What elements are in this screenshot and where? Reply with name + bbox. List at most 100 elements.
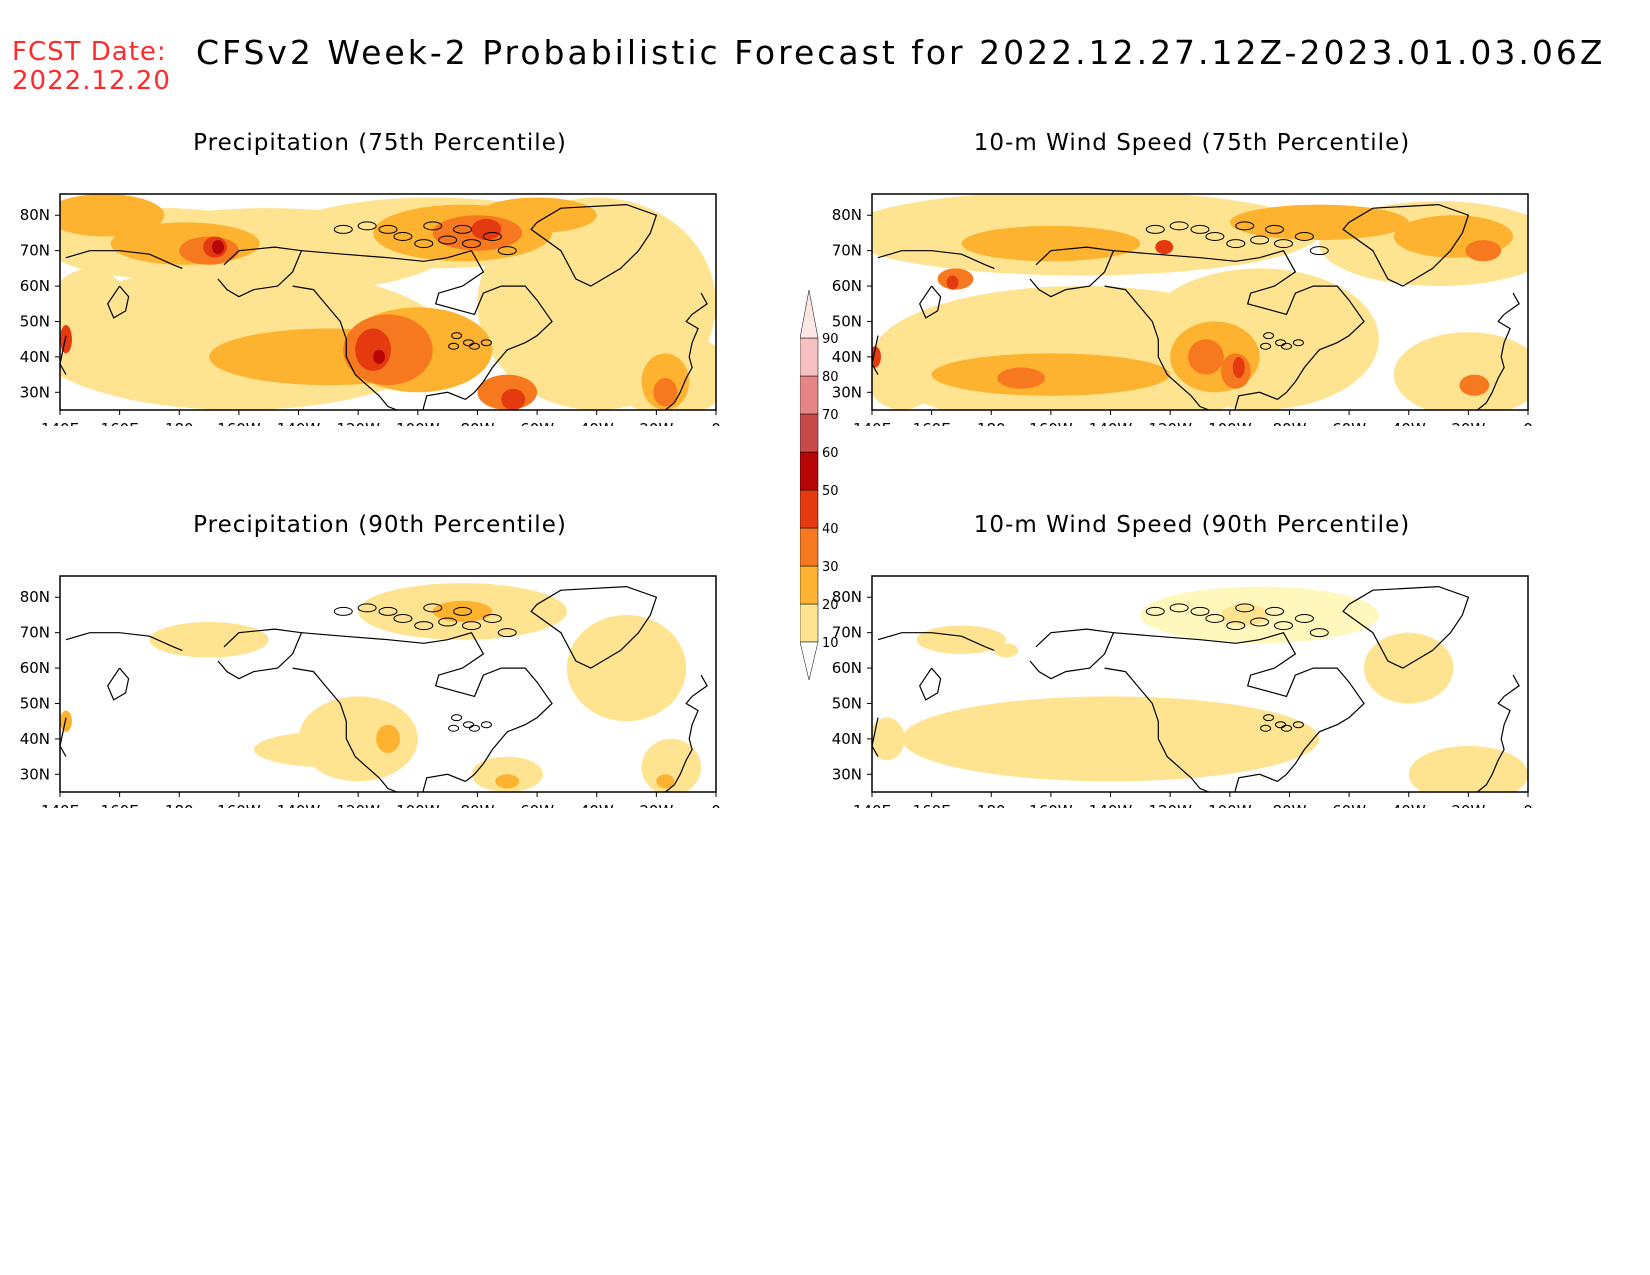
lat-tick-label: 40N [20,730,50,748]
coastline [872,335,879,375]
arctic-island [1190,606,1210,616]
arctic-island [1235,603,1255,613]
lon-tick-label: 100W [1208,420,1252,426]
panel-precip-75: Precipitation (75th Percentile) 140E 160E… [0,130,760,430]
coastline [1029,246,1115,298]
colorbar-label: 50 [822,484,839,499]
coastline [65,632,183,651]
arctic-island [453,224,473,234]
coastline [301,631,553,782]
lon-tick-label: 160E [913,802,951,808]
lat-tick-label: 60N [832,659,862,677]
colorbar-label: 70 [822,408,839,423]
arctic-island [423,221,443,231]
probability-shading [994,643,1019,658]
coastline [1234,391,1278,410]
arctic-island [461,239,481,249]
lon-tick-label: 100W [1208,802,1252,808]
lon-tick-label: 60W [1332,420,1366,426]
colorbar-label: 40 [822,522,839,537]
lon-tick-label: 60W [520,802,554,808]
arctic-island [357,603,377,613]
coastline [65,250,183,269]
lat-tick-label: 30N [832,765,862,783]
page-title: CFSv2 Week-2 Probabilistic Forecast for … [196,33,1606,72]
probability-shading [1393,332,1528,410]
lon-tick-label: 180 [977,802,1006,808]
map-frame [59,193,717,411]
lon-tick-label: 120W [1148,802,1192,808]
lon-tick-label: 160W [217,420,261,426]
lon-tick-label: 180 [165,802,194,808]
probability-shading [149,622,269,658]
lat-tick-label: 80N [832,588,862,606]
arctic-island [1169,603,1189,613]
arctic-island [1205,613,1225,623]
arctic-island [414,239,434,249]
probability-shading [1465,240,1502,262]
lat-tick-label: 60N [20,659,50,677]
lon-tick-label: 20W [1451,420,1485,426]
coastline [107,285,130,319]
coastline [292,667,398,792]
arctic-island [438,617,458,627]
probability-shading [1188,339,1224,375]
colorbar-segment [800,565,819,605]
lon-tick-label: 140W [277,802,321,808]
lat-tick-label: 50N [832,312,862,330]
map-frame [871,193,1529,411]
lat-tick-label: 40N [832,730,862,748]
lat-tick-label: 30N [832,383,862,401]
great-lake [1260,724,1272,732]
great-lake [448,342,460,350]
map-frame [871,575,1529,793]
colorbar-label: 30 [822,560,839,575]
arctic-island [1235,221,1255,231]
great-lake [1260,342,1272,350]
shading-layer [872,194,1528,410]
lon-tick-label: 160W [1029,420,1073,426]
lat-tick-label: 50N [20,694,50,712]
arctic-island [423,603,443,613]
probability-shading [355,328,391,372]
lon-tick-label: 180 [977,420,1006,426]
probability-shading [471,218,502,241]
lon-tick-label: 160E [101,802,139,808]
coastline [1234,773,1278,792]
arctic-island [1226,239,1246,249]
coastline [292,285,398,410]
arctic-island [1294,613,1314,623]
coastline [530,585,658,669]
arctic-island [497,246,517,256]
panel-precip-90: Precipitation (90th Percentile) 140E 160E… [0,512,760,812]
great-lake [1275,339,1287,347]
great-lake [463,721,475,729]
lon-tick-label: 100W [396,802,440,808]
arctic-island [333,606,353,616]
colorbar-segment [800,489,819,529]
lon-tick-label: 140W [1089,420,1133,426]
lat-tick-label: 70N [20,624,50,642]
probability-shading [60,325,72,354]
lon-tick-label: 20W [1451,802,1485,808]
great-lake [468,342,480,350]
great-lake [451,332,463,340]
lat-tick-label: 80N [20,588,50,606]
lat-tick-label: 80N [832,206,862,224]
coastline [1029,628,1115,680]
lon-tick-label: 120W [1148,420,1192,426]
arctic-island [1250,617,1270,627]
arctic-island [1273,239,1293,249]
panel-wind-90: 10-m Wind Speed (90th Percentile) 140E 16… [812,512,1572,812]
coastline [217,628,303,680]
probability-shading [997,367,1045,389]
arctic-island [482,613,502,623]
lon-tick-label: 20W [639,802,673,808]
lon-tick-label: 120W [336,802,380,808]
lat-tick-label: 60N [832,277,862,295]
probability-shading [376,724,400,754]
arctic-island [1205,231,1225,241]
probability-shading [495,774,520,789]
probability-shading [253,731,403,768]
forecast-date-label: FCST Date: [12,37,167,67]
